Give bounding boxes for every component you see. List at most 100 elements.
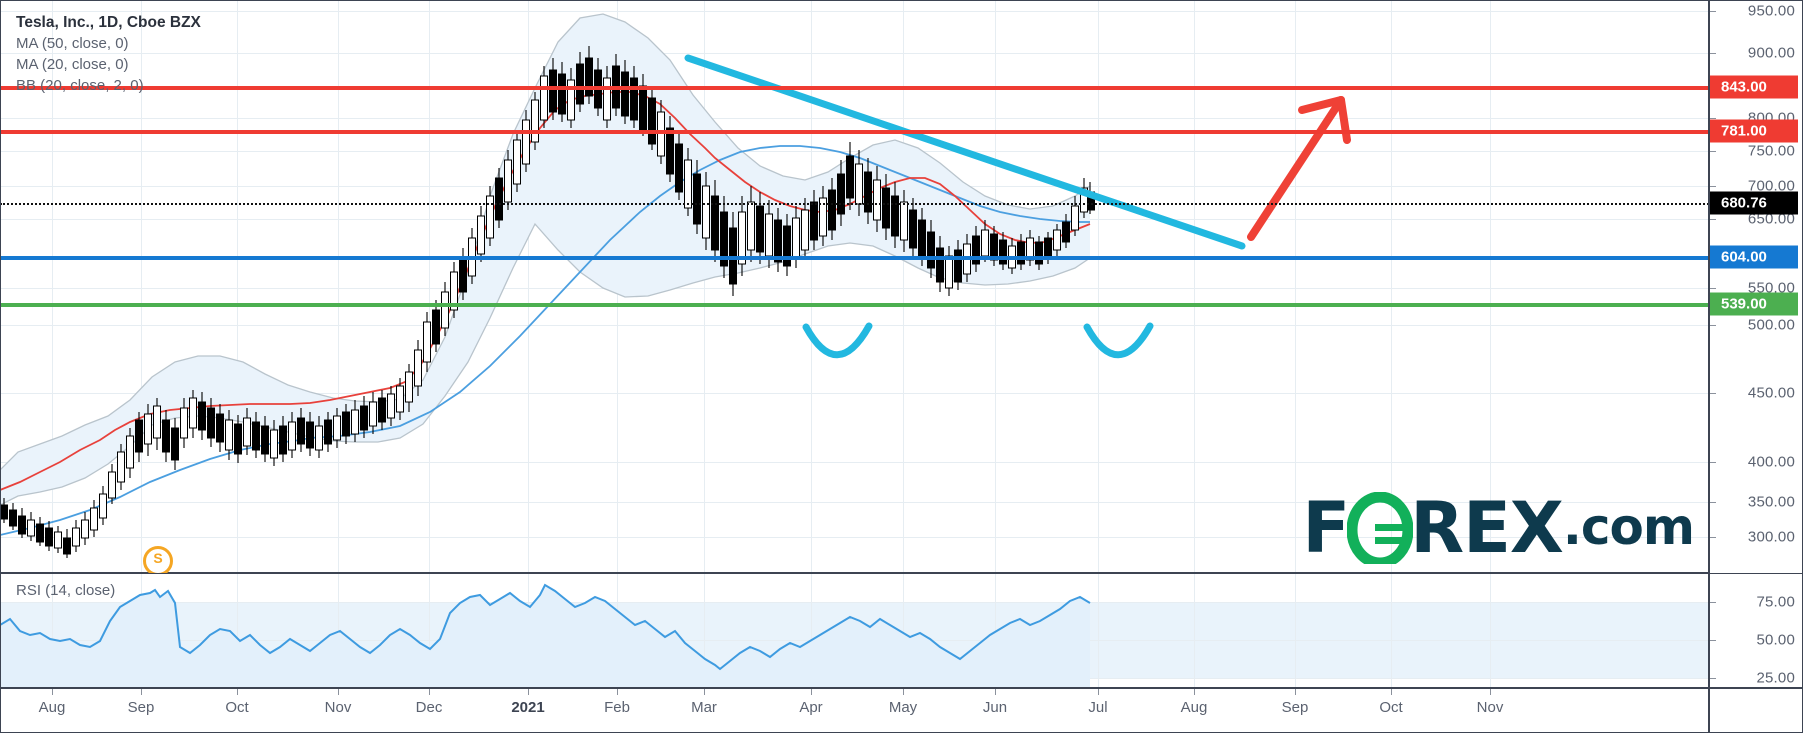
time-tick-label: Nov [1476,699,1504,716]
price-badge-resistance-781[interactable]: 781.00 [1710,119,1798,143]
gridline-v [52,0,53,573]
price-tick-label: 500.00 [1747,316,1795,334]
logo-letters-rex: REX [1410,487,1564,569]
gridline-v [528,0,529,573]
time-tick-label: Jun [982,699,1008,716]
gridline-v [338,0,339,573]
time-tick-label: Apr [799,699,823,716]
price-pane-legend: Tesla, Inc., 1D, Cboe BZX MA (50, close,… [16,12,201,96]
time-tick-label: Sep [127,699,155,716]
gridline-v [1194,573,1195,688]
gridline-v [704,0,705,573]
rsi-pane-legend[interactable]: RSI (14, close) [16,582,116,599]
axis-divider [1709,573,1803,574]
rsi-area-fill [0,585,1090,688]
gridline-h [0,462,1709,463]
price-tick-label: 450.00 [1747,384,1795,402]
gridline-v [1295,573,1296,688]
bollinger-upper-line [0,13,1091,471]
price-pane[interactable]: S F REX .com [0,0,1709,573]
time-axis[interactable]: Aug Sep Oct Nov Dec 2021 Feb Mar Apr May… [0,688,1709,733]
gridline-h [0,325,1709,326]
gridline-h [0,393,1709,394]
gridline-v [995,573,996,688]
double-bottom-arc-left [802,322,873,359]
split-marker-icon[interactable]: S [143,546,173,573]
time-tick-label: Feb [604,699,630,716]
axis-corner-border [1709,688,1803,733]
rsi-tick-label: 50.00 [1756,631,1795,649]
time-tick-label: Jul [1088,699,1108,716]
price-tick-label: 700.00 [1747,177,1795,195]
time-tick-label-year: 2021 [511,699,545,716]
gridline-h [0,537,1709,538]
indicator-ma20-label[interactable]: MA (20, close, 0) [16,56,129,73]
gridline-h [0,53,1709,54]
price-tick-label: 750.00 [1747,142,1795,160]
gridline-v [811,0,812,573]
gridline-v [1490,573,1491,688]
rsi-series-svg [0,583,1091,688]
gridline-v [1194,0,1195,573]
gridline-v [811,573,812,688]
time-tick-label: Nov [324,699,352,716]
gridline-v [903,0,904,573]
logo-letter-f: F [1302,487,1350,569]
gridline-h [0,118,1709,119]
time-tick-label: Oct [225,699,249,716]
gridline-v [429,0,430,573]
gridline-v [995,0,996,573]
price-badge-support-604[interactable]: 604.00 [1710,245,1798,269]
gridline-v [1391,0,1392,573]
price-tick-label: 350.00 [1747,493,1795,511]
time-tick-label: May [888,699,918,716]
gridline-v [141,0,142,573]
last-price-line [0,203,1709,205]
double-bottom-arc-right [1083,322,1154,359]
price-tick-label: 550.00 [1747,279,1795,297]
price-badge-resistance-843[interactable]: 843.00 [1710,75,1798,99]
gridline-v [903,573,904,688]
resistance-line-843[interactable] [0,86,1709,90]
price-tick-label: 900.00 [1747,44,1795,62]
price-tick-label: 300.00 [1747,528,1795,546]
logo-dotcom: .com [1562,498,1695,556]
price-pane-border [0,0,1709,573]
gridline-h [0,288,1709,289]
price-badge-support-539[interactable]: 539.00 [1710,292,1798,316]
price-tick-label: 950.00 [1747,2,1795,20]
time-tick-label: Sep [1281,699,1309,716]
symbol-title[interactable]: Tesla, Inc., 1D, Cboe BZX [16,14,201,31]
gridline-v [1295,0,1296,573]
time-tick-label: Aug [38,699,66,716]
price-tick-label: 400.00 [1747,453,1795,471]
rsi-tick-label: 25.00 [1756,669,1795,687]
indicator-ma50-label[interactable]: MA (50, close, 0) [16,35,129,52]
gridline-v [237,573,238,688]
bollinger-lower-line [0,222,1091,506]
rsi-tick-label: 75.00 [1756,593,1795,611]
indicator-bb-label[interactable]: BB (20, close, 2, 0) [16,77,144,94]
rsi-pane-border [0,573,1709,688]
gridline-h [0,502,1709,503]
resistance-line-781[interactable] [0,130,1709,134]
gridline-v [237,0,238,573]
price-axis[interactable]: 950.00 900.00 800.00 750.00 700.00 650.0… [1709,0,1803,688]
gridline-v [52,573,53,688]
support-line-604[interactable] [0,256,1709,260]
gridline-v [1490,0,1491,573]
gridline-v [1098,0,1099,573]
rsi-pane[interactable] [0,573,1709,688]
gridline-h [0,602,1709,603]
gridline-v [704,573,705,688]
price-tick-label: 650.00 [1747,210,1795,228]
gridline-v [1098,573,1099,688]
support-line-539[interactable] [0,303,1709,307]
time-tick-label: Oct [1379,699,1403,716]
gridline-v [1391,573,1392,688]
gridline-v [338,573,339,688]
time-axis-border [0,688,1709,733]
time-tick-label: Mar [691,699,717,716]
price-badge-last-price[interactable]: 680.76 [1710,191,1798,215]
